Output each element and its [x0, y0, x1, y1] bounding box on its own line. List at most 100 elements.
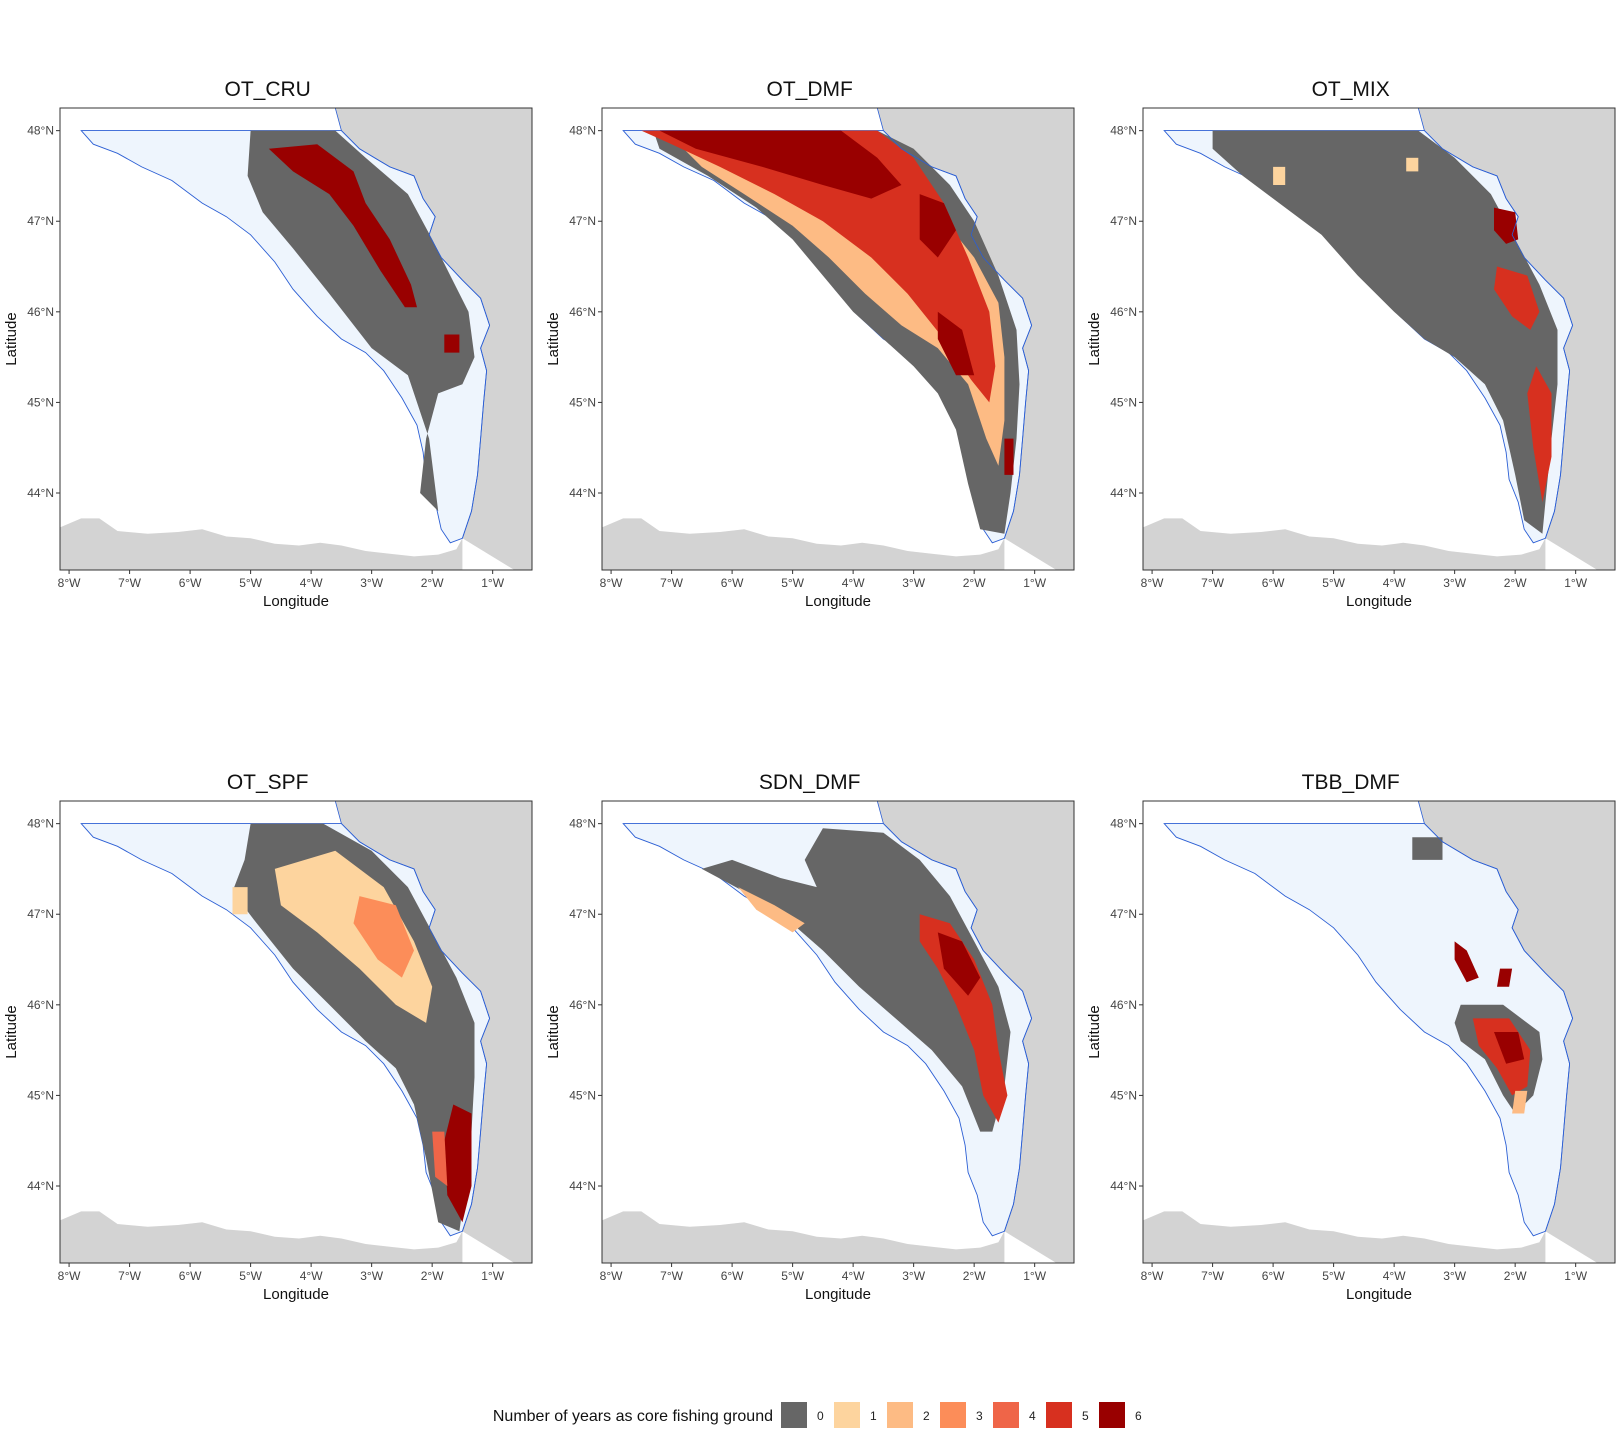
y-tick-label: 44°N	[569, 486, 596, 500]
y-tick-label: 44°N	[1110, 486, 1137, 500]
legend-swatch-2	[887, 1402, 913, 1428]
panel-title: SDN_DMF	[759, 771, 861, 794]
y-tick-label: 45°N	[1110, 1088, 1137, 1102]
x-tick-label: 7°W	[118, 1269, 141, 1283]
map-panel-sdn-dmf: SDN_DMF 8°W 7°W 6°W 5°W 4°W 3°W 2°W 1°W 48°N 47°N 4…	[545, 771, 1075, 1303]
france-land	[877, 801, 1074, 1263]
y-tick-label: 48°N	[569, 124, 596, 138]
x-tick-label: 3°W	[360, 576, 383, 590]
fishing-ground-cells	[738, 887, 805, 933]
x-tick-label: 7°W	[660, 576, 683, 590]
y-tick-label: 48°N	[569, 817, 596, 831]
y-tick-label: 47°N	[569, 907, 596, 921]
spain-land	[60, 1211, 463, 1263]
x-tick-label: 6°W	[179, 1269, 202, 1283]
y-tick-label: 47°N	[27, 214, 54, 228]
panel-frame	[601, 800, 1075, 1264]
fishing-ground-cells	[937, 932, 981, 996]
legend-title: Number of years as core fishing ground	[493, 1408, 773, 1425]
legend-label: 0	[817, 1409, 824, 1423]
y-tick-label: 45°N	[27, 1088, 54, 1102]
y-tick-label: 47°N	[569, 214, 596, 228]
fishing-ground-cells	[232, 823, 475, 1232]
x-axis-title: Longitude	[263, 593, 329, 610]
fishing-ground-cells	[919, 914, 1008, 1123]
fishing-ground-cells	[1497, 968, 1513, 987]
y-axis-title: Latitude	[1086, 312, 1103, 365]
x-tick-label: 8°W	[600, 576, 623, 590]
x-tick-label: 4°W	[300, 576, 323, 590]
x-tick-label: 2°W	[421, 576, 444, 590]
fishing-ground-cells	[1212, 130, 1558, 534]
coastline	[334, 801, 491, 1232]
x-tick-label: 1°W	[1023, 1269, 1046, 1283]
x-tick-label: 2°W	[1504, 1269, 1527, 1283]
fishing-ground-cells	[1406, 157, 1419, 172]
x-tick-label: 5°W	[239, 1269, 262, 1283]
fishing-ground-cells	[937, 311, 975, 376]
france-land	[877, 108, 1074, 570]
fishing-ground-cells	[1004, 438, 1014, 475]
panel-frame	[1142, 800, 1616, 1264]
y-axis-title: Latitude	[545, 312, 562, 365]
x-tick-label: 6°W	[1262, 1269, 1285, 1283]
x-tick-label: 4°W	[300, 1269, 323, 1283]
x-tick-label: 2°W	[421, 1269, 444, 1283]
x-tick-label: 4°W	[842, 1269, 865, 1283]
x-tick-label: 5°W	[239, 576, 262, 590]
map-panel-ot-spf: OT_SPF 8°W 7°W 6°W 5°W 4°W 3°W 2°W 1°W 48°N 47°N 46…	[3, 771, 533, 1303]
x-axis-title: Longitude	[805, 593, 871, 610]
fishing-ground-cells	[353, 896, 414, 978]
coastline	[1417, 801, 1574, 1232]
x-tick-label: 7°W	[1201, 1269, 1224, 1283]
y-tick-label: 47°N	[1110, 907, 1137, 921]
y-tick-label: 46°N	[569, 998, 596, 1012]
y-tick-label: 45°N	[27, 395, 54, 409]
france-land	[335, 108, 532, 570]
x-tick-label: 1°W	[481, 576, 504, 590]
panel-frame	[59, 107, 533, 571]
y-tick-label: 48°N	[27, 124, 54, 138]
panel-frame	[601, 107, 1075, 571]
y-tick-label: 48°N	[1110, 124, 1137, 138]
x-tick-label: 8°W	[1141, 576, 1164, 590]
map-panel-ot-mix: OT_MIX 8°W 7°W 6°W 5°W 4°W 3°W 2°W 1°W 48°N 47°N 46…	[1086, 78, 1616, 610]
spain-land	[1143, 1211, 1546, 1263]
map-panel-ot-cru: OT_CRU 8°W 7°W 6°W 5°W 4°W 3°W 2°W 1°W 48°N 47°N 46…	[3, 78, 533, 610]
france-land	[335, 801, 532, 1263]
fishing-ground-cells	[1494, 1032, 1525, 1064]
x-tick-label: 1°W	[1564, 1269, 1587, 1283]
x-tick-label: 7°W	[1201, 576, 1224, 590]
fishing-ground-cells	[1273, 166, 1286, 185]
x-tick-label: 3°W	[1443, 1269, 1466, 1283]
fishing-ground-cells	[659, 130, 902, 199]
x-tick-label: 8°W	[58, 576, 81, 590]
y-tick-label: 45°N	[1110, 395, 1137, 409]
x-tick-label: 5°W	[1322, 1269, 1345, 1283]
x-tick-label: 3°W	[902, 576, 925, 590]
y-tick-label: 46°N	[1110, 998, 1137, 1012]
x-tick-label: 6°W	[179, 576, 202, 590]
map-panel-tbb-dmf: TBB_DMF 8°W 7°W 6°W 5°W 4°W 3°W 2°W 1°W 48°N 47°N 4…	[1086, 771, 1616, 1303]
fishing-ground-cells	[247, 130, 475, 512]
x-axis-title: Longitude	[1346, 1286, 1412, 1303]
fishing-ground-cells	[1527, 366, 1552, 503]
y-tick-label: 46°N	[27, 998, 54, 1012]
spain-land	[60, 518, 463, 570]
y-tick-label: 44°N	[569, 1179, 596, 1193]
panel-title: OT_MIX	[1312, 78, 1390, 101]
x-tick-label: 7°W	[660, 1269, 683, 1283]
panel-title: TBB_DMF	[1302, 771, 1400, 794]
fishing-ground-cells	[919, 194, 956, 258]
y-tick-label: 46°N	[569, 305, 596, 319]
x-tick-label: 8°W	[600, 1269, 623, 1283]
legend-label: 6	[1135, 1409, 1142, 1423]
fishing-ground-cells	[268, 144, 417, 308]
fishing-ground-cells	[1412, 837, 1443, 860]
x-tick-label: 3°W	[360, 1269, 383, 1283]
fishing-ground-cells	[701, 828, 1011, 1132]
legend-swatch-6	[1099, 1402, 1125, 1428]
x-tick-label: 8°W	[58, 1269, 81, 1283]
france-land	[1418, 108, 1615, 570]
y-tick-label: 44°N	[27, 1179, 54, 1193]
